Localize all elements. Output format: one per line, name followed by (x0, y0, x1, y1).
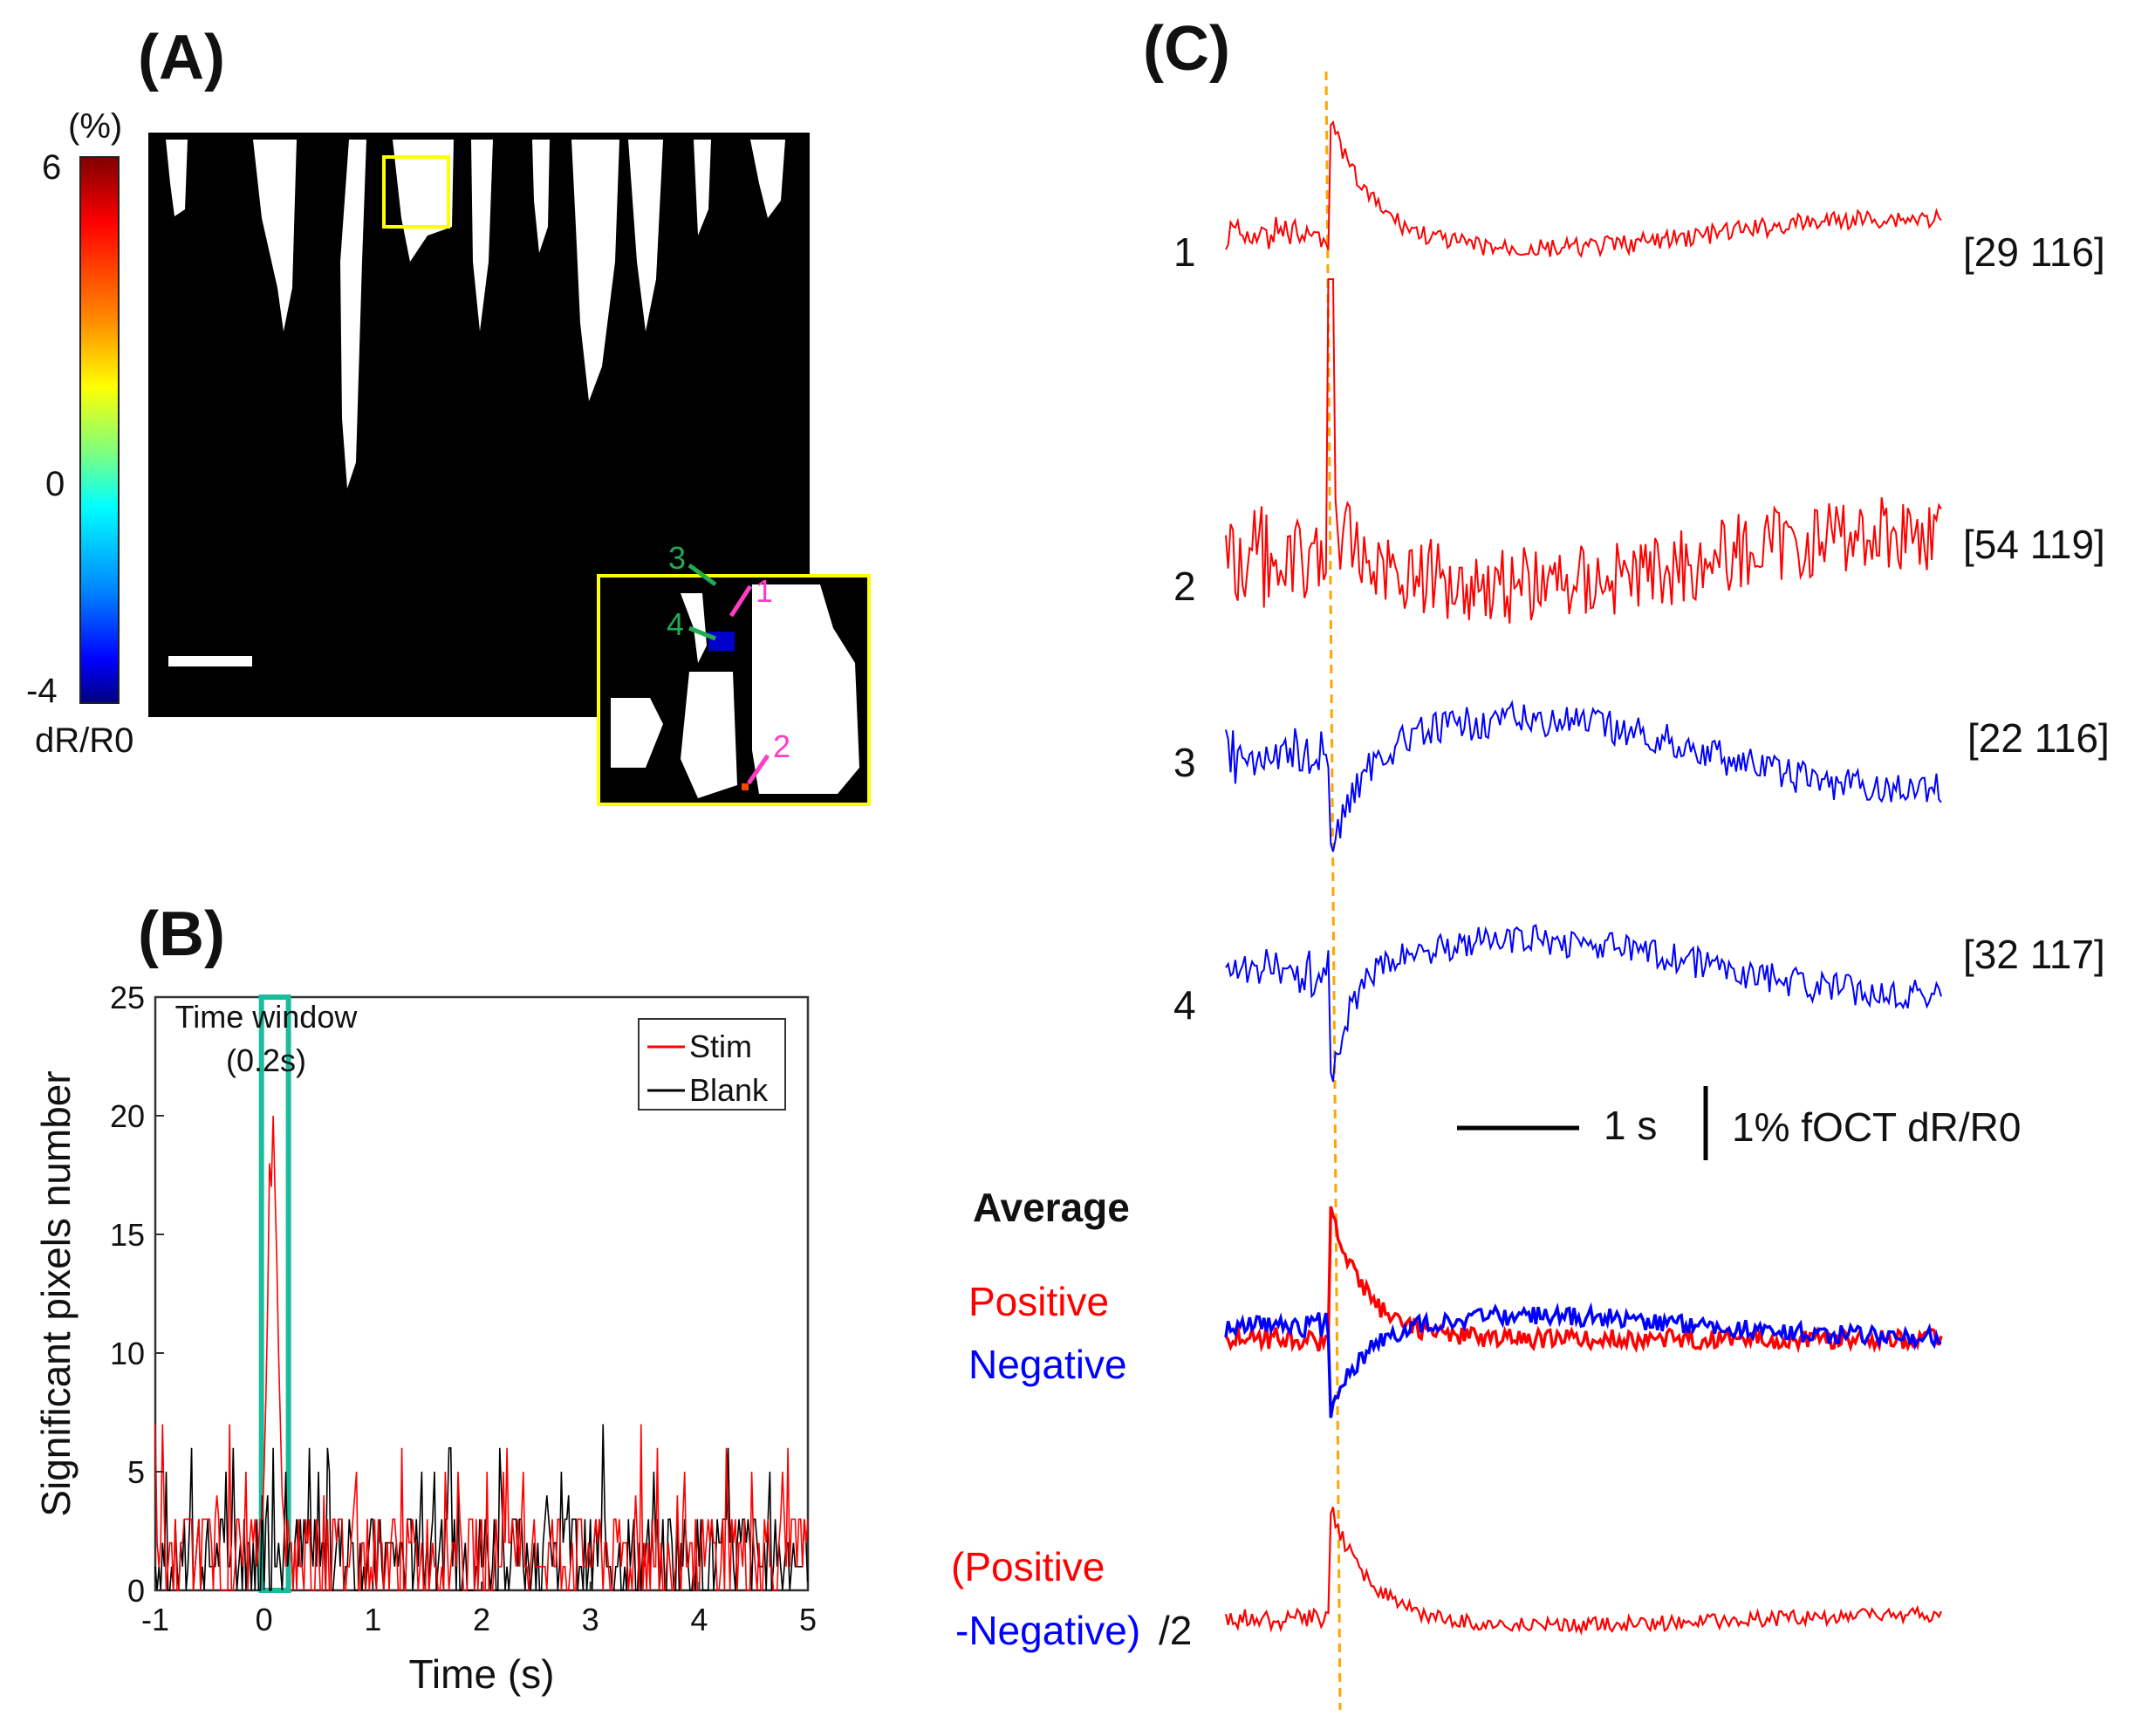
panel-label-a: (A) (138, 23, 225, 92)
difference-label-suffix: /2 (1159, 1608, 1192, 1653)
difference-line (1224, 1507, 1943, 1636)
panel-label-b: (B) (138, 899, 225, 969)
trace-2-line (1225, 278, 1942, 624)
amplitude-scalebar-label: 1% fOCT dR/R0 (1732, 1104, 2021, 1150)
average-positive-label: Positive (968, 1279, 1109, 1324)
trace-3-coords: [22 116] (1967, 715, 2110, 761)
trace-1-id: 1 (1173, 229, 1196, 275)
trace-1-coords: [29 116] (1963, 229, 2105, 275)
trace-1-line (1225, 120, 1942, 258)
legend-stim: Stim (689, 1029, 752, 1064)
difference-label-line2: -Negative) (955, 1608, 1140, 1653)
chart-c-traces (1224, 120, 1943, 1636)
trace-2-coords: [54 119] (1963, 522, 2105, 567)
ytick-label-2: 10 (110, 1336, 145, 1371)
time-window-duration: (0.2s) (226, 1042, 306, 1078)
chart-b-legend: Stim Blank (638, 1018, 786, 1111)
xtick-label-3: 2 (473, 1602, 490, 1637)
legend-blank: Blank (689, 1072, 769, 1108)
trace-4-coords: [32 117] (1963, 932, 2105, 977)
xtick-label-5: 4 (690, 1602, 708, 1637)
ytick-label-5: 25 (110, 980, 145, 1015)
time-window-box (258, 994, 291, 1593)
xtick-label-4: 3 (582, 1602, 599, 1637)
xtick-label-1: 0 (256, 1602, 273, 1637)
inset-marker-arrow-1 (729, 584, 753, 618)
xtick-label-0: -1 (141, 1602, 169, 1637)
difference-label-line1: (Positive (951, 1544, 1105, 1589)
chart-b-xlabel: Time (s) (409, 1651, 555, 1697)
ytick-label-4: 20 (110, 1098, 145, 1134)
trace-3-line (1225, 700, 1942, 852)
vessel-white-regions (166, 140, 785, 489)
roi-box (382, 155, 450, 229)
time-window-rect (258, 994, 291, 1593)
average-title: Average (973, 1185, 1130, 1230)
time-window-label: Time window (175, 999, 359, 1035)
colorbar-label: dR/R0 (35, 721, 133, 760)
colorbar (79, 156, 120, 704)
xtick-label-2: 1 (364, 1602, 381, 1637)
average-negative-line (1224, 1302, 1942, 1418)
trace-2-id: 2 (1173, 564, 1196, 609)
inset-marker-label-1: 1 (756, 573, 773, 609)
trace-3-id: 3 (1173, 740, 1196, 785)
average-positive-line (1224, 1206, 1943, 1354)
inset-markers: 1 2 3 4 (667, 540, 790, 785)
trace-4-id: 4 (1173, 982, 1196, 1028)
trace-4-line (1225, 924, 1942, 1083)
time-scalebar-label: 1 s (1604, 1103, 1657, 1148)
colorbar-tick-max: 6 (42, 148, 61, 187)
chart-b-ylabel: Significant pixels number (33, 1070, 79, 1516)
ytick-label-3: 15 (110, 1217, 145, 1253)
average-negative-label: Negative (968, 1342, 1127, 1387)
inset-marker-arrow-2 (746, 754, 770, 785)
inset-positive-pixel (742, 783, 749, 790)
xtick-label-6: 5 (799, 1602, 817, 1637)
ytick-label-0: 0 (127, 1573, 145, 1609)
inset-white-regions (611, 584, 859, 798)
inset-marker-arrow-4 (688, 625, 716, 641)
inset-marker-label-3: 3 (668, 540, 686, 576)
colorbar-unit: (%) (68, 107, 122, 146)
panel-a: (%) 6 0 -4 dR/R0 (26, 107, 871, 806)
chart-c: 1 2 3 4 [29 116] [54 119] [22 116] [32 1… (951, 71, 2110, 1711)
inset-marker-label-2: 2 (773, 728, 790, 764)
inset-marker-arrow-3 (688, 563, 717, 587)
inset-negative-pixel (708, 632, 735, 651)
scale-bar (168, 656, 252, 666)
inset-marker-label-4: 4 (667, 606, 684, 642)
panel-label-c: (C) (1143, 14, 1230, 84)
colorbar-tick-min: -4 (26, 672, 58, 710)
colorbar-tick-zero: 0 (45, 465, 65, 503)
ytick-label-1: 5 (127, 1454, 145, 1490)
